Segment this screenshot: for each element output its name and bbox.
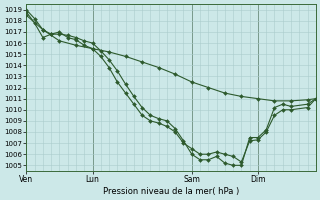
X-axis label: Pression niveau de la mer( hPa ): Pression niveau de la mer( hPa )	[103, 187, 239, 196]
